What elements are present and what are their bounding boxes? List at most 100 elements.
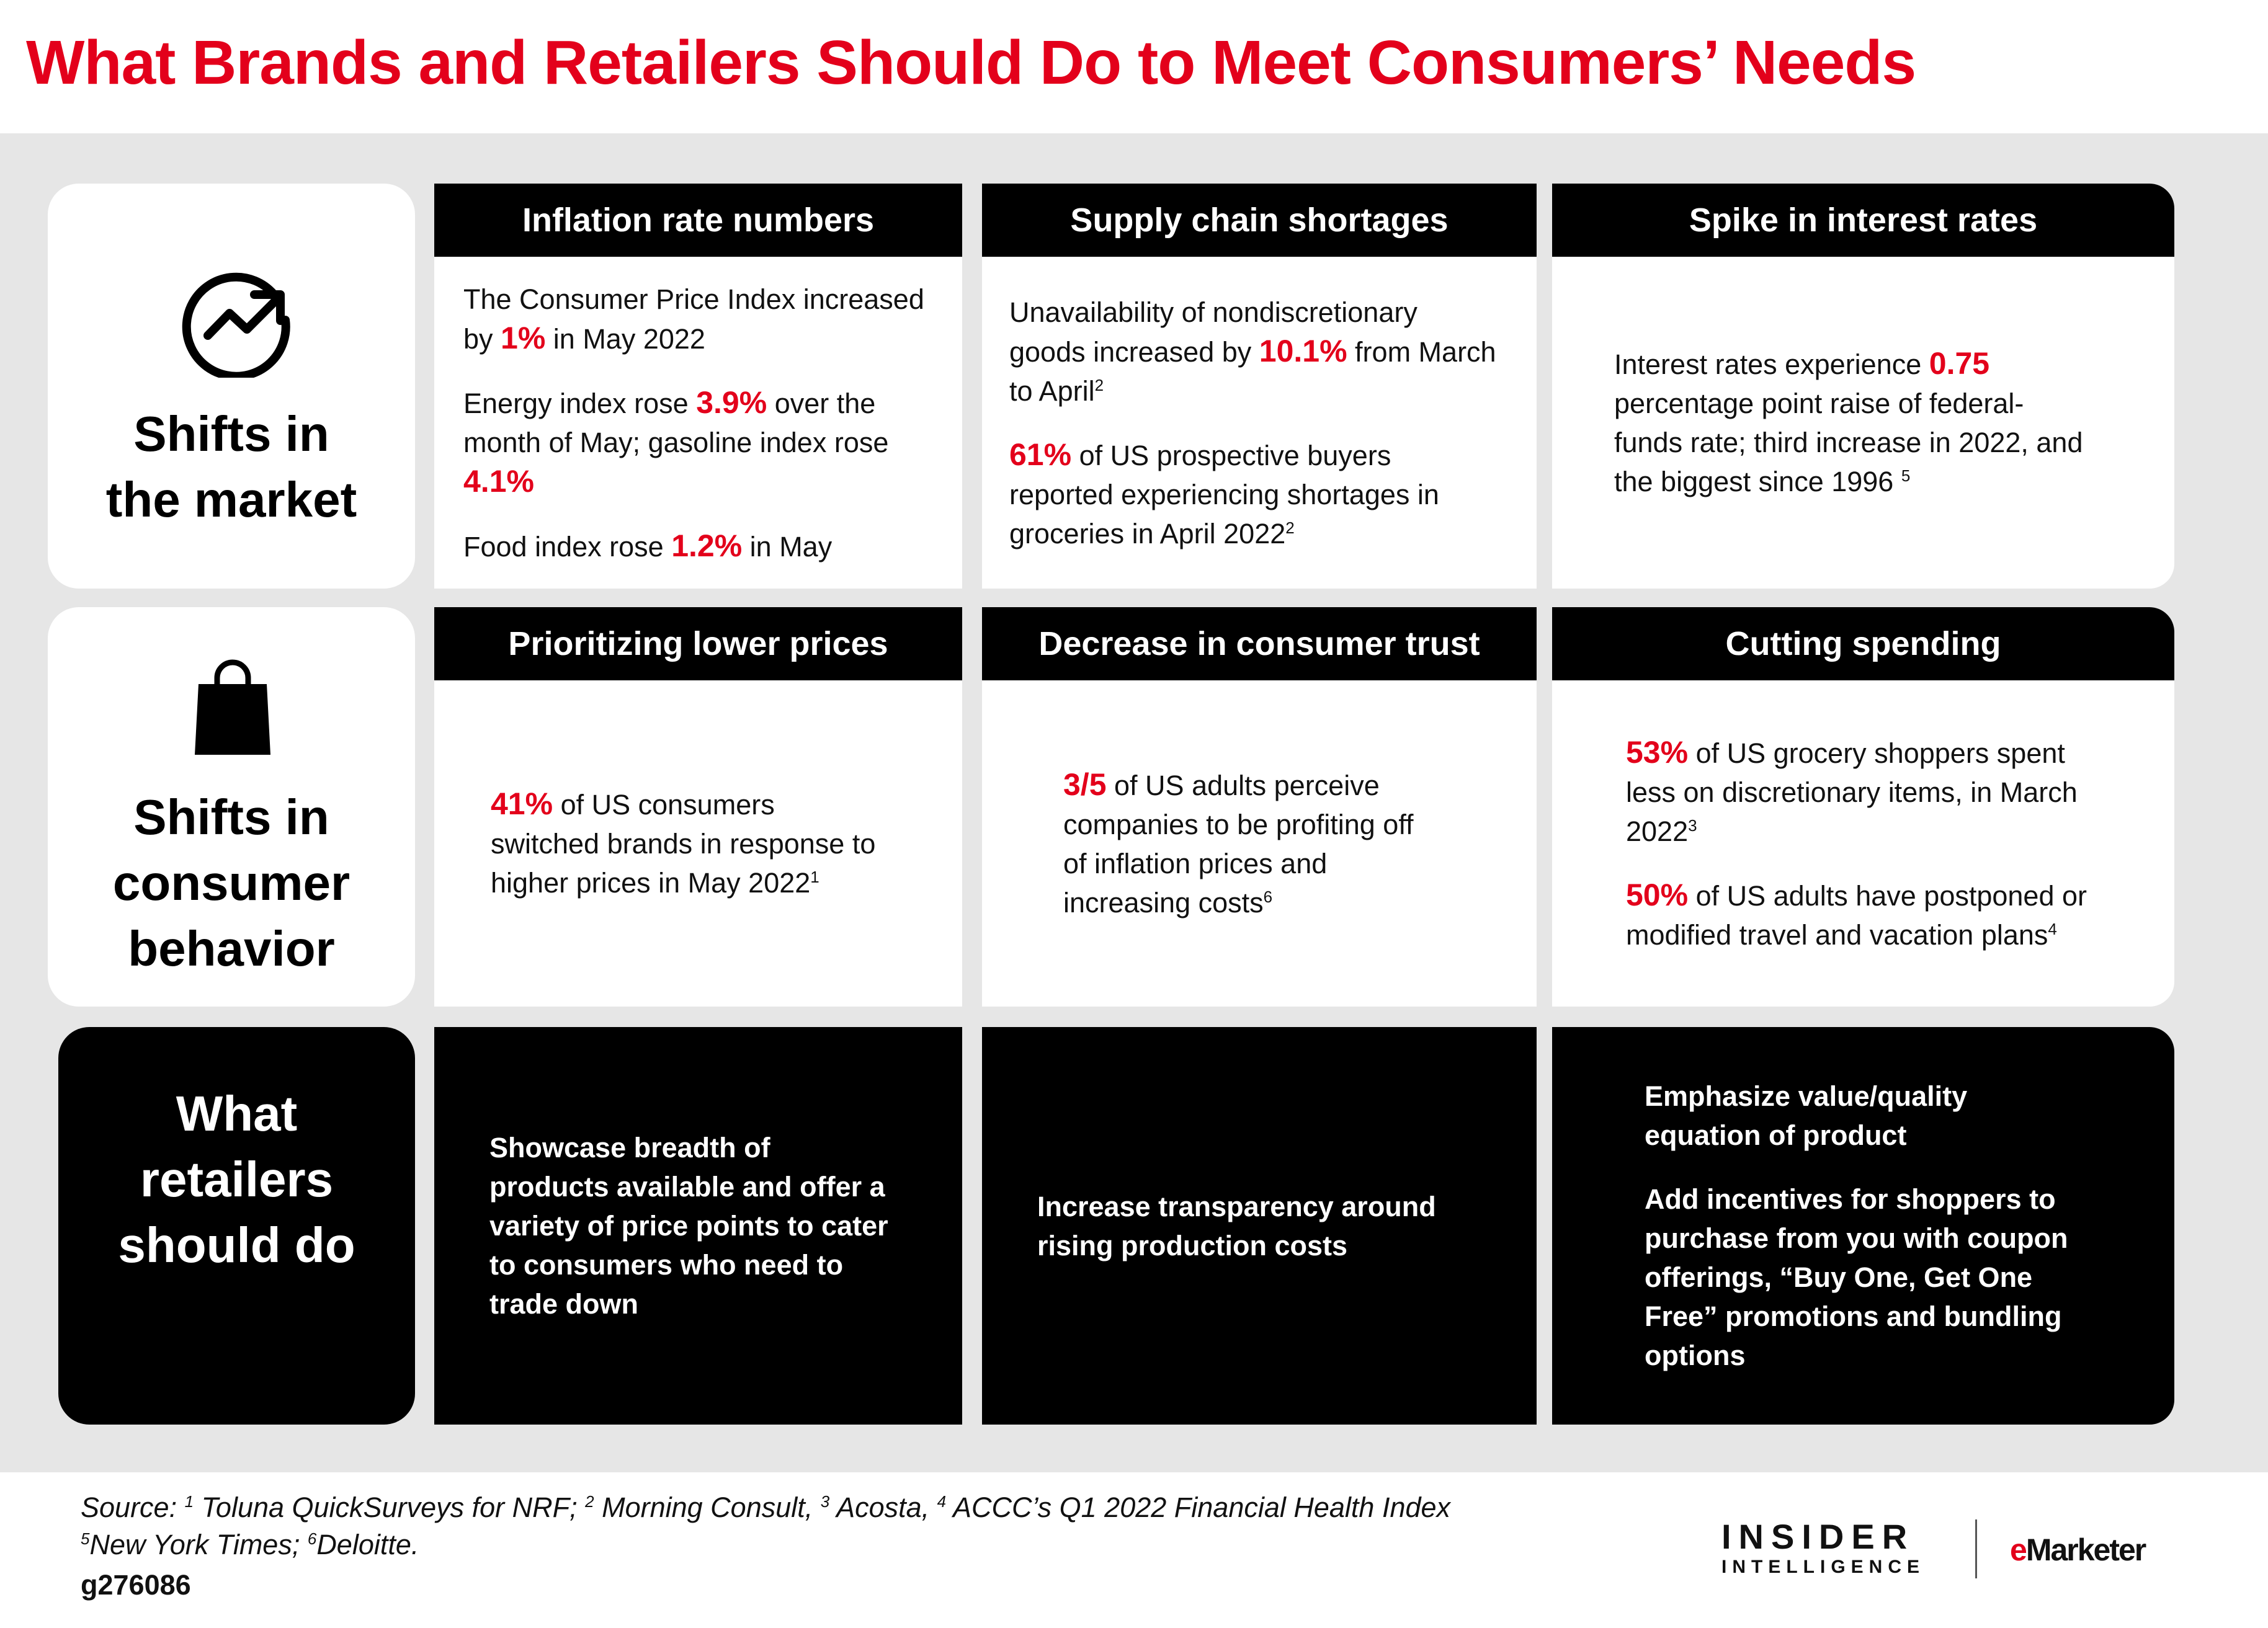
text-run: Toluna QuickSurveys for NRF; (194, 1492, 586, 1523)
cell-header: Decrease in consumer trust (982, 607, 1537, 680)
trend-icon (182, 272, 290, 378)
text-run: in May (742, 530, 833, 563)
cell: Supply chain shortages Unavailability of … (982, 184, 1537, 589)
cell: Emphasize value/quality equation of prod… (1552, 1027, 2174, 1425)
footnote-ref: 2 (585, 1492, 594, 1511)
paragraph: Emphasize value/quality equation of prod… (1645, 1077, 2087, 1155)
paragraph: Unavailability of nondiscretionary goods… (1009, 293, 1501, 411)
text-run: Unavailability of nondiscretionary goods… (1009, 296, 1418, 368)
text-run: from March to April (1009, 336, 1496, 407)
row-label-line: Shifts in (133, 790, 329, 845)
footnote-ref: 4 (2048, 919, 2057, 938)
cell-body: 41% of US consumers switched brands in r… (434, 680, 962, 1007)
footnote-ref: 5 (81, 1529, 90, 1548)
logo-emarketer: eMarketer (2010, 1532, 2146, 1568)
text-run: of US adults perceive companies to be pr… (1063, 769, 1414, 919)
text-run: Add incentives for shoppers to purchase … (1645, 1183, 2068, 1371)
cell-body: The Consumer Price Index increased by 1%… (434, 257, 962, 589)
highlight: 53% (1626, 734, 1689, 770)
text-run: Showcase breadth of products available a… (489, 1132, 888, 1320)
row-label-line: What (176, 1085, 298, 1141)
cell-header: Spike in interest rates (1552, 184, 2174, 257)
paragraph: 41% of US consumers switched brands in r… (491, 785, 888, 902)
cell-body: 53% of US grocery shoppers spent less on… (1552, 680, 2174, 1007)
text-run: Emphasize value/quality equation of prod… (1645, 1080, 1968, 1151)
highlight: 1.2% (671, 528, 743, 563)
text-run: Food index rose (463, 530, 672, 563)
paragraph: Add incentives for shoppers to purchase … (1645, 1180, 2087, 1375)
row-label-line: Shifts in (133, 406, 329, 461)
highlight: 4.1% (463, 463, 534, 499)
text-run: in May 2022 (545, 322, 705, 355)
paragraph: 53% of US grocery shoppers spent less on… (1626, 733, 2091, 851)
row-label-line: the market (105, 472, 357, 527)
logo-e: e (2010, 1532, 2027, 1567)
footnote-ref: 4 (937, 1492, 947, 1511)
highlight: 41% (491, 786, 553, 821)
row-label: Shifts in consumer behavior (48, 607, 415, 1007)
text-run: ACCC’s Q1 2022 Financial Health Index (946, 1492, 1451, 1523)
paragraph: Energy index rose 3.9% over the month of… (463, 383, 931, 502)
cell-body: Interest rates experience 0.75 percentag… (1552, 257, 2174, 589)
highlight: 10.1% (1259, 333, 1347, 368)
logo-divider (1975, 1519, 1977, 1578)
cell: Showcase breadth of products available a… (434, 1027, 962, 1425)
paragraph: Showcase breadth of products available a… (489, 1128, 897, 1323)
cell: Prioritizing lower prices 41% of US consu… (434, 607, 962, 1007)
text-run: Morning Consult, (594, 1492, 821, 1523)
text-run: New York Times; (89, 1529, 308, 1560)
row-label: What retailers should do (58, 1027, 415, 1425)
text-run: of US prospective buyers reported experi… (1009, 439, 1439, 549)
row-label-line: retailers (140, 1151, 334, 1207)
highlight: 1% (501, 320, 546, 355)
logo-intelligence: INTELLIGENCE (1721, 1557, 1926, 1577)
source-line: Source: 1 Toluna QuickSurveys for NRF; 2… (81, 1492, 1450, 1524)
text-run: of US adults have postponed or modified … (1626, 879, 2087, 951)
paragraph: 50% of US adults have postponed or modif… (1626, 876, 2091, 954)
text-run: The Consumer Price Index increased by (463, 283, 924, 355)
text-run: over the month of May; gasoline index ro… (463, 387, 889, 458)
highlight: 3.9% (696, 385, 767, 420)
row-label-line: consumer (112, 855, 350, 910)
highlight: 50% (1626, 877, 1689, 912)
text-run: percentage point raise of federal-funds … (1614, 388, 2083, 497)
text-run: Interest rates experience (1614, 349, 1929, 380)
footnote-ref: 1 (810, 868, 819, 886)
text-run: of US grocery shoppers spent less on dis… (1626, 737, 2078, 847)
footnote-ref: 3 (820, 1492, 830, 1511)
cell-header: Prioritizing lower prices (434, 607, 962, 680)
footnote-ref: 2 (1285, 518, 1295, 537)
row-label-line: should do (118, 1217, 355, 1273)
paragraph: The Consumer Price Index increased by 1%… (463, 280, 931, 358)
paragraph: Increase transparency around rising prod… (1037, 1187, 1475, 1265)
cell-header: Supply chain shortages (982, 184, 1537, 257)
footnote-ref: 2 (1094, 375, 1104, 394)
bag-icon (195, 659, 270, 755)
footnote-ref: 1 (184, 1492, 194, 1511)
cell-header: Cutting spending (1552, 607, 2174, 680)
cell-body: Increase transparency around rising prod… (982, 1027, 1537, 1425)
row-label-line: behavior (128, 921, 335, 976)
text-run: Deloitte. (316, 1529, 419, 1560)
cell-header: Inflation rate numbers (434, 184, 962, 257)
paragraph: 3/5 of US adults perceive companies to b… (1063, 765, 1431, 922)
paragraph: Food index rose 1.2% in May (463, 527, 931, 566)
paragraph: Interest rates experience 0.75 percentag… (1614, 344, 2083, 501)
highlight: 3/5 (1063, 767, 1107, 802)
footnote-ref: 5 (1901, 466, 1911, 485)
logo-insider: INSIDER (1721, 1517, 1915, 1556)
source-line: 5New York Times; 6Deloitte. (81, 1529, 419, 1561)
highlight: 61% (1009, 437, 1072, 472)
footnote-ref: 6 (307, 1529, 317, 1548)
text-run: Source: (81, 1492, 185, 1523)
title: What Brands and Retailers Should Do to M… (26, 28, 1916, 97)
cell: Decrease in consumer trust 3/5 of US adul… (982, 607, 1537, 1007)
text-run: Increase transparency around rising prod… (1037, 1190, 1436, 1261)
cell-body: Emphasize value/quality equation of prod… (1552, 1027, 2174, 1425)
footnote-ref: 6 (1263, 887, 1273, 906)
cell: Spike in interest rates Interest rates ex… (1552, 184, 2174, 589)
cell-body: Unavailability of nondiscretionary goods… (982, 257, 1537, 589)
text-run: Energy index rose (463, 387, 697, 419)
cell: Cutting spending 53% of US grocery shoppe… (1552, 607, 2174, 1007)
